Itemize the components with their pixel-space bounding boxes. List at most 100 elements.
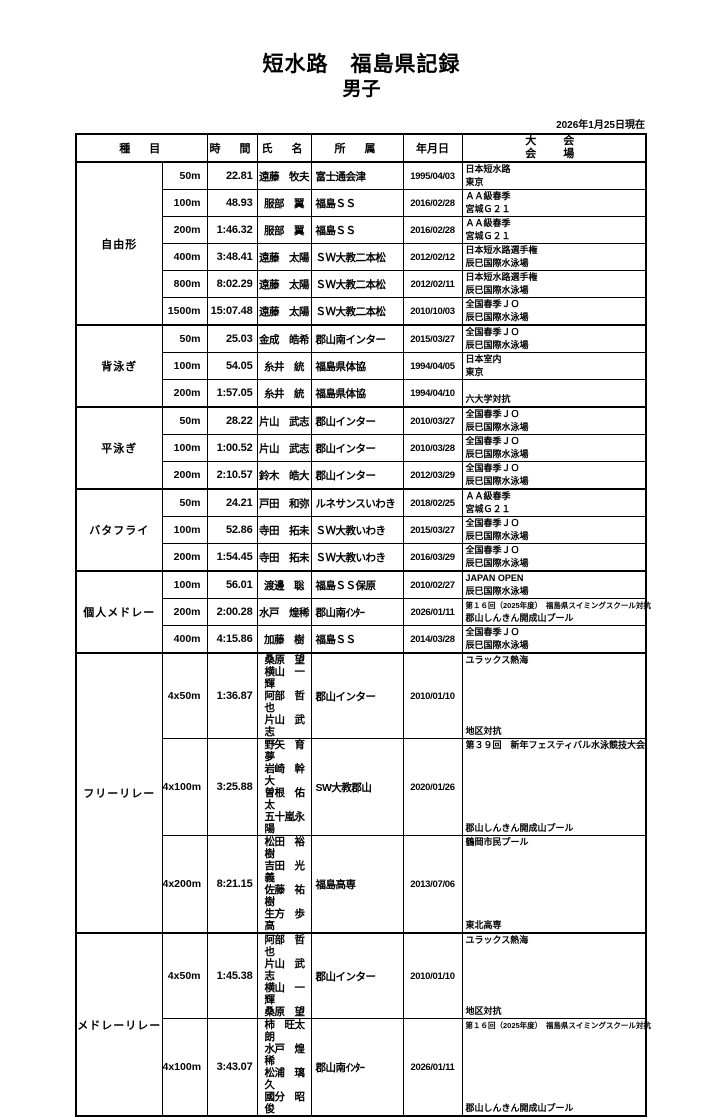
affiliation: 富士通会津 [310, 161, 404, 190]
affiliation: 郡山インター [310, 461, 404, 490]
event-distance: 200m [161, 543, 208, 572]
venue-name: 宮城Ｇ２１ [465, 204, 511, 214]
record-date: 2015/03/27 [402, 516, 463, 544]
event-distance: 200m [161, 461, 208, 490]
meet-venue-cell: 全国春季ＪＯ 辰巳国際水泳場 [461, 543, 647, 572]
swimmer-name: 寺田 拓未 [256, 516, 312, 544]
swimmer-name-line: 服部 翼 [264, 197, 305, 210]
meet-venue: 日本短水路 東京 [463, 163, 646, 189]
venue-name: 六大学対抗 [465, 394, 511, 404]
venue-name: 東京 [465, 367, 484, 377]
event-distance: 4x100m [161, 738, 208, 836]
swimmer-name: 金成 皓希 [256, 324, 312, 353]
meet-name: 全国春季ＪＯ [465, 409, 520, 419]
meet-name: 全国春季ＪＯ [465, 545, 520, 555]
event-distance: 100m [161, 189, 208, 217]
meet-venue-cell: ユラックス熱海 地区対抗 [461, 652, 647, 739]
venue-name: 郡山しんきん開成山プール [465, 1103, 574, 1113]
record-row: 自由形 50m 22.81 遠藤 牧夫 富士通会津 1995/04/03 日本短水路 東京 [75, 161, 647, 326]
event-category: バタフライ [75, 488, 163, 572]
meet-venue-cell: 全国春季ＪＯ 辰巳国際水泳場 [461, 461, 647, 490]
affiliation: 郡山インター [310, 406, 404, 435]
affiliation: 福島ＳＳ [310, 189, 404, 217]
record-time: 8:21.15 [206, 835, 258, 934]
swimmer-name-line: 片山 武志 [259, 442, 310, 455]
header-meet-venue: 大 会 会 場 [461, 133, 647, 163]
meet-venue-cell: 第１６回（2025年度） 福島県スイミングスクール対抗 郡山しんきん開成山プール [461, 1018, 651, 1117]
affiliation: 郡山南ｲﾝﾀｰ [310, 598, 404, 626]
record-date: 2010/01/10 [402, 932, 463, 1019]
record-date: 2012/03/29 [402, 461, 463, 490]
venue-name: 辰巳国際水泳場 [465, 340, 529, 350]
swimmer-name-line: 渡邊 聡 [264, 579, 305, 592]
record-row: 100m 54.05 糸井 統福島県体協 1994/04/05 日本室内 東京 [76, 352, 647, 380]
record-row: 4x100m 3:25.88 野矢 育夢 岩崎 幹大 曽根 佑太 五十嵐永陽 SW大教郡山 2… [76, 738, 647, 836]
event-distance: 4x100m [161, 1018, 208, 1117]
section-2: 平泳ぎ 50m 28.22 片山 武志 郡山インター 2010/03/27 全国春季ＪＯ 辰巳… [75, 406, 647, 490]
record-time: 22.81 [206, 161, 258, 190]
swimmer-name: 糸井 統 [256, 352, 312, 380]
meet-name: 鶴岡市民プール [465, 837, 529, 847]
venue-name: 辰巳国際水泳場 [465, 312, 529, 322]
event-category: 背泳ぎ [75, 324, 163, 408]
event-distance: 50m [161, 161, 208, 190]
swimmer-name: 野矢 育夢 岩崎 幹大 曽根 佑太 五十嵐永陽 [256, 738, 312, 836]
record-time: 1:54.45 [206, 543, 258, 572]
header-name: 氏 名 [256, 133, 312, 163]
meet-name: 日本短水路選手権 [465, 272, 538, 282]
meet-venue: 全国春季ＪＯ 辰巳国際水泳場 [463, 326, 646, 352]
record-row: 100m 52.86 寺田 拓未 ＳＷ大教いわき 2015/03/27 全国春季ＪＯ 辰巳国… [76, 516, 647, 544]
record-row: フリーリレー 4x50m 1:36.87 桑原 望横山 一輝 阿部 哲也 片山 武志 郡山イ… [75, 652, 647, 934]
swimmer-name: 遠藤 太陽 [256, 270, 312, 298]
swimmer-name: 片山 武志 [256, 434, 312, 462]
meet-name: 第１６回（2025年度） 福島県スイミングスクール対抗 [465, 601, 651, 610]
swimmer-name-line: 水戸 煌稀 [259, 606, 310, 619]
meet-venue-cell: ＡＡ級春季 宮城Ｇ２１ [461, 488, 647, 517]
swimmer-name-line: 野矢 育夢 [264, 739, 306, 763]
meet-venue: ＡＡ級春季 宮城Ｇ２１ [463, 217, 646, 243]
section-6: メドレーリレー 4x50m 1:45.38 阿部 哲也 片山 武志 横山 一輝 桑原 望郡山… [75, 932, 651, 1117]
venue-name: 郡山しんきん開成山プール [465, 823, 574, 833]
swimmer-name-line: 遠藤 太陽 [259, 251, 310, 264]
swimmer-name-line: 吉田 光義 [264, 860, 306, 884]
swimmer-name: 桑原 望横山 一輝 阿部 哲也 片山 武志 [256, 652, 312, 739]
swimmer-name-line: 桑原 望 [264, 654, 306, 666]
record-date: 2026/01/11 [402, 598, 463, 626]
event-distance: 1500m [161, 297, 208, 326]
venue-name: 辰巳国際水泳場 [465, 531, 529, 541]
venue-name: 東京 [465, 177, 484, 187]
record-row: 200m 2:00.28 水戸 煌稀 郡山南ｲﾝﾀｰ 2026/01/11 第１６回（20… [76, 598, 651, 626]
meet-name: 第３９回 新年フェスティバル水泳競技大会 [465, 740, 645, 750]
venue-name: 東北高専 [465, 920, 502, 930]
swimmer-name: 渡邊 聡 [256, 570, 312, 599]
record-row: メドレーリレー 4x50m 1:45.38 阿部 哲也 片山 武志 横山 一輝 桑原 望郡山… [75, 932, 647, 1117]
section-4: 個人メドレー 100m 56.01 渡邊 聡福島ＳＳ保原 2010/02/27 JAPAN… [75, 570, 651, 654]
table-header: 種 目 時 間 氏 名 所 属 年月日 大 会 会 場 [75, 133, 647, 163]
affiliation: ＳＷ大教二本松 [310, 297, 404, 326]
event-distance: 50m [161, 406, 208, 435]
as-of-date: 2026年1月25日現在 [556, 120, 645, 131]
meet-venue: 全国春季ＪＯ 辰巳国際水泳場 [463, 462, 646, 488]
swimmer-name-line: 遠藤 太陽 [259, 305, 310, 318]
swimmer-name-line: 服部 翼 [264, 224, 305, 237]
venue-name: 辰巳国際水泳場 [465, 586, 529, 596]
swimmer-name: 寺田 拓未 [256, 543, 312, 572]
record-row: 200m 2:10.57 鈴木 皓大 郡山インター 2012/03/29 全国春季ＪＯ 辰巳… [76, 461, 647, 490]
event-distance: 4x50m [161, 932, 208, 1019]
record-time: 15:07.48 [206, 297, 258, 326]
affiliation: 福島県体協 [310, 379, 404, 408]
swimmer-name: 糸井 統 [256, 379, 312, 408]
affiliation: ＳＷ大教二本松 [310, 270, 404, 298]
event-distance: 4x50m [161, 652, 208, 739]
record-date: 1994/04/10 [402, 379, 463, 408]
swimmer-name-line: 佐藤 祐樹 [264, 884, 306, 908]
affiliation: 福島ＳＳ [310, 625, 404, 654]
swimmer-name: 鈴木 皓大 [256, 461, 312, 490]
swimmer-name-line: 鈴木 皓大 [259, 469, 310, 482]
event-category: フリーリレー [75, 652, 163, 934]
meet-venue: ＡＡ級春季 宮城Ｇ２１ [463, 190, 646, 216]
record-date: 2010/10/03 [402, 297, 463, 326]
meet-name: 全国春季ＪＯ [465, 327, 520, 337]
page-subtitle-gender: 男子 [342, 79, 381, 100]
venue-name: 辰巳国際水泳場 [465, 476, 529, 486]
